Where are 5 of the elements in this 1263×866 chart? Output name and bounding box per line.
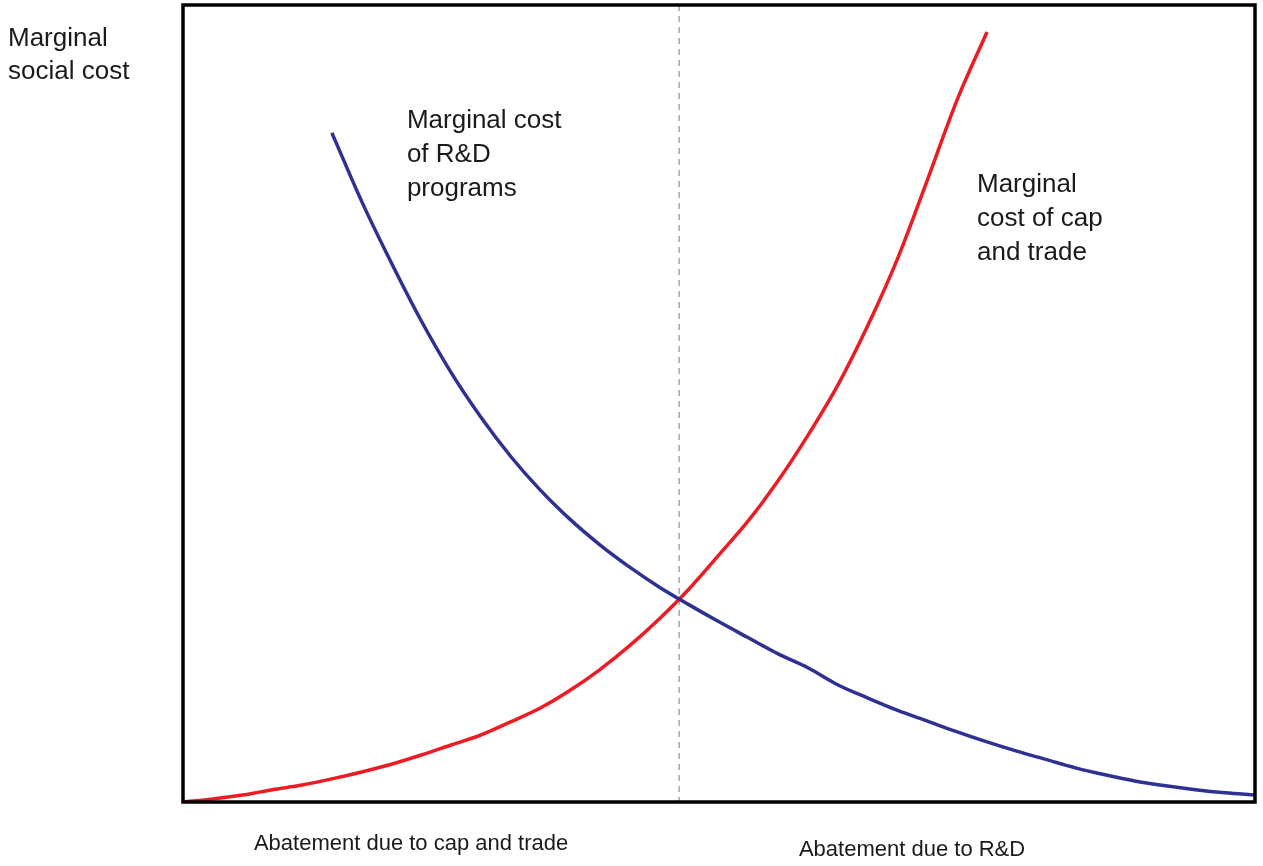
series-label: Marginal cost of cap and trade xyxy=(977,167,1103,266)
series-label: Marginal cost of R&D programs xyxy=(406,103,563,202)
text: Abatement due to cap and trade xyxy=(253,830,569,855)
y-axis-title: Marginal social cost xyxy=(8,22,131,85)
text: Abatement due to R&D xyxy=(798,836,1026,861)
